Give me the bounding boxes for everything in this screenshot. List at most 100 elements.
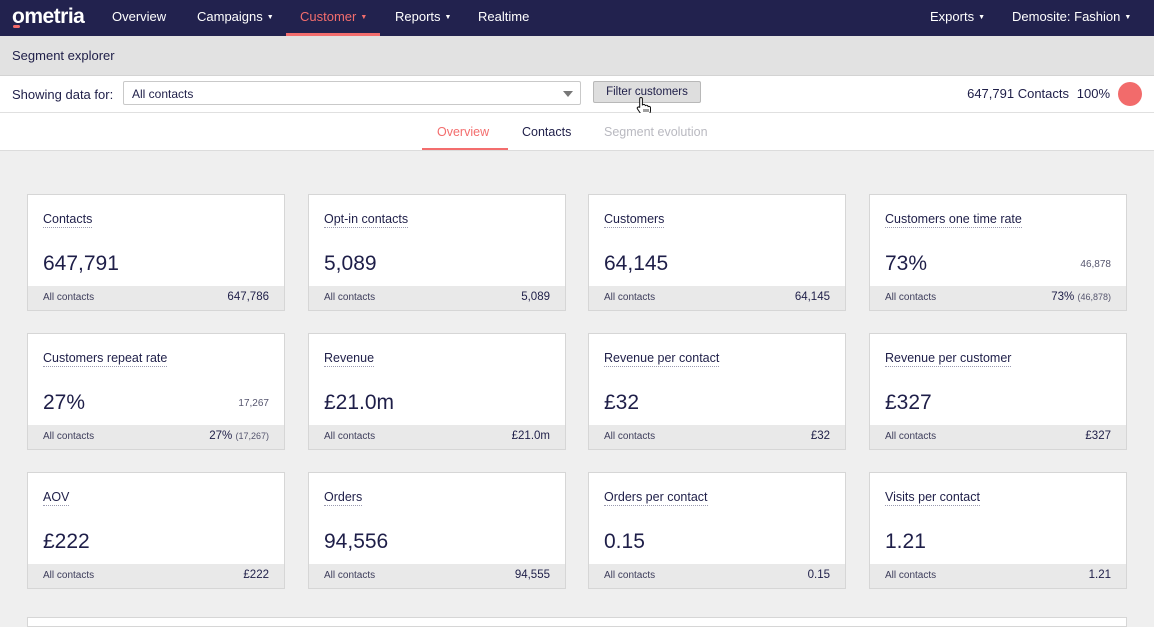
metric-comparison: All contacts 64,145 <box>589 286 845 310</box>
site-selector-label: Demosite: Fashion <box>1012 9 1121 24</box>
metric-value: £222 <box>43 530 90 553</box>
nav-item-reports[interactable]: Reports ▼ <box>395 0 451 36</box>
metric-comparison: All contacts 73% (46,878) <box>870 286 1126 310</box>
comparison-value: 73% <box>1051 291 1075 303</box>
comparison-value: 1.21 <box>1088 569 1111 581</box>
metric-title[interactable]: AOV <box>43 490 70 506</box>
segment-select-value: All contacts <box>132 87 194 101</box>
metric-value: 1.21 <box>885 530 926 553</box>
metric-card: Customers repeat rate 27% 17,267 All contac… <box>27 333 285 450</box>
comparison-label: All contacts <box>604 292 656 303</box>
metric-comparison: All contacts £327 <box>870 425 1126 449</box>
metric-card: Orders 94,556 All contacts 94,555 <box>308 472 566 589</box>
metric-title[interactable]: Revenue per customer <box>885 351 1012 367</box>
metric-value: 5,089 <box>324 252 377 275</box>
comparison-value-wrap: £222 <box>243 569 269 581</box>
comparison-value: £21.0m <box>511 430 550 442</box>
tab-contacts[interactable]: Contacts <box>522 125 572 139</box>
metric-card: AOV £222 All contacts £222 <box>27 472 285 589</box>
metric-title[interactable]: Visits per contact <box>885 490 980 506</box>
metric-card: Revenue per contact £32 All contacts £32 <box>588 333 846 450</box>
chevron-down-icon <box>563 91 573 97</box>
metric-title[interactable]: Customers <box>604 212 665 228</box>
segment-select[interactable]: All contacts <box>123 81 581 105</box>
comparison-label: All contacts <box>324 292 376 303</box>
comparison-value: £327 <box>1085 430 1111 442</box>
comparison-label: All contacts <box>324 431 376 442</box>
comparison-count: (46,878) <box>1077 292 1111 302</box>
nav-item-realtime[interactable]: Realtime <box>478 0 529 36</box>
status-indicator <box>1118 82 1142 106</box>
caret-down-icon: ▼ <box>444 14 452 21</box>
metric-title[interactable]: Customers repeat rate <box>43 351 168 367</box>
comparison-count: (17,267) <box>235 431 269 441</box>
nav-item-customer[interactable]: Customer ▼ <box>300 0 367 36</box>
tab-overview[interactable]: Overview <box>437 125 490 139</box>
comparison-label: All contacts <box>604 570 656 581</box>
metric-value: 94,556 <box>324 530 389 553</box>
metric-value: 0.15 <box>604 530 645 553</box>
metric-title[interactable]: Contacts <box>43 212 93 228</box>
metric-comparison: All contacts 27% (17,267) <box>28 425 284 449</box>
metric-title[interactable]: Revenue per contact <box>604 351 720 367</box>
tab-segment-evolution[interactable]: Segment evolution <box>604 125 708 139</box>
comparison-value: 647,786 <box>227 291 269 303</box>
caret-down-icon: ▼ <box>266 14 274 21</box>
comparison-value-wrap: £32 <box>811 430 830 442</box>
metric-card: Orders per contact 0.15 All contacts 0.15 <box>588 472 846 589</box>
nav-item-exports[interactable]: Exports ▼ <box>930 0 985 36</box>
nav-item-overview[interactable]: Overview <box>112 0 166 36</box>
metric-subvalue: 46,878 <box>1080 259 1111 270</box>
hand-cursor-icon <box>636 96 651 116</box>
page-title: Segment explorer <box>12 48 115 63</box>
metric-card: Opt-in contacts 5,089 All contacts 5,089 <box>308 194 566 311</box>
comparison-value-wrap: £21.0m <box>512 430 550 442</box>
contacts-percent: 100% <box>1076 86 1110 101</box>
metric-title[interactable]: Orders per contact <box>604 490 708 506</box>
site-selector[interactable]: Demosite: Fashion ▼ <box>1012 0 1131 36</box>
comparison-value-wrap: 73% (46,878) <box>1051 291 1111 303</box>
metric-subvalue: 17,267 <box>238 398 269 409</box>
comparison-value-wrap: 1.21 <box>1089 569 1111 581</box>
metric-card: Visits per contact 1.21 All contacts 1.21 <box>869 472 1127 589</box>
nav-item-label: Exports <box>930 9 975 24</box>
metric-title[interactable]: Orders <box>324 490 363 506</box>
comparison-label: All contacts <box>324 570 376 581</box>
tab-bar: Overview Contacts Segment evolution <box>0 113 1154 151</box>
filter-customers-button[interactable]: Filter customers <box>593 81 701 103</box>
metric-comparison: All contacts 1.21 <box>870 564 1126 588</box>
comparison-value-wrap: £327 <box>1085 430 1111 442</box>
metric-card: Revenue per customer £327 All contacts £327 <box>869 333 1127 450</box>
metric-title[interactable]: Opt-in contacts <box>324 212 409 228</box>
caret-down-icon: ▼ <box>360 14 368 21</box>
comparison-label: All contacts <box>43 570 95 581</box>
nav-active-indicator <box>286 33 380 36</box>
nav-item-label: Realtime <box>478 9 530 24</box>
page-header: Segment explorer <box>0 36 1154 76</box>
metric-value: 27% <box>43 391 86 414</box>
comparison-label: All contacts <box>885 292 937 303</box>
comparison-value-wrap: 5,089 <box>521 291 550 303</box>
metric-value: 647,791 <box>43 252 119 275</box>
metric-title[interactable]: Revenue <box>324 351 375 367</box>
metric-comparison: All contacts £21.0m <box>309 425 565 449</box>
metric-comparison: All contacts £32 <box>589 425 845 449</box>
comparison-label: All contacts <box>43 431 95 442</box>
nav-item-campaigns[interactable]: Campaigns ▼ <box>197 0 274 36</box>
nav-item-label: Customer <box>300 9 357 24</box>
comparison-value-wrap: 0.15 <box>808 569 830 581</box>
comparison-label: All contacts <box>43 292 95 303</box>
metric-comparison: All contacts £222 <box>28 564 284 588</box>
metric-title[interactable]: Customers one time rate <box>885 212 1022 228</box>
metric-value: £327 <box>885 391 932 414</box>
ometria-logo[interactable]: ometria <box>12 5 85 28</box>
comparison-value: £32 <box>810 430 830 442</box>
metric-card: Customers 64,145 All contacts 64,145 <box>588 194 846 311</box>
comparison-value: 5,089 <box>521 291 550 303</box>
metric-value: 73% <box>885 252 928 275</box>
comparison-value: 27% <box>209 430 233 442</box>
metric-value: £32 <box>604 391 640 414</box>
caret-down-icon: ▼ <box>978 14 986 21</box>
metric-value: 64,145 <box>604 252 669 275</box>
metric-comparison: All contacts 94,555 <box>309 564 565 588</box>
